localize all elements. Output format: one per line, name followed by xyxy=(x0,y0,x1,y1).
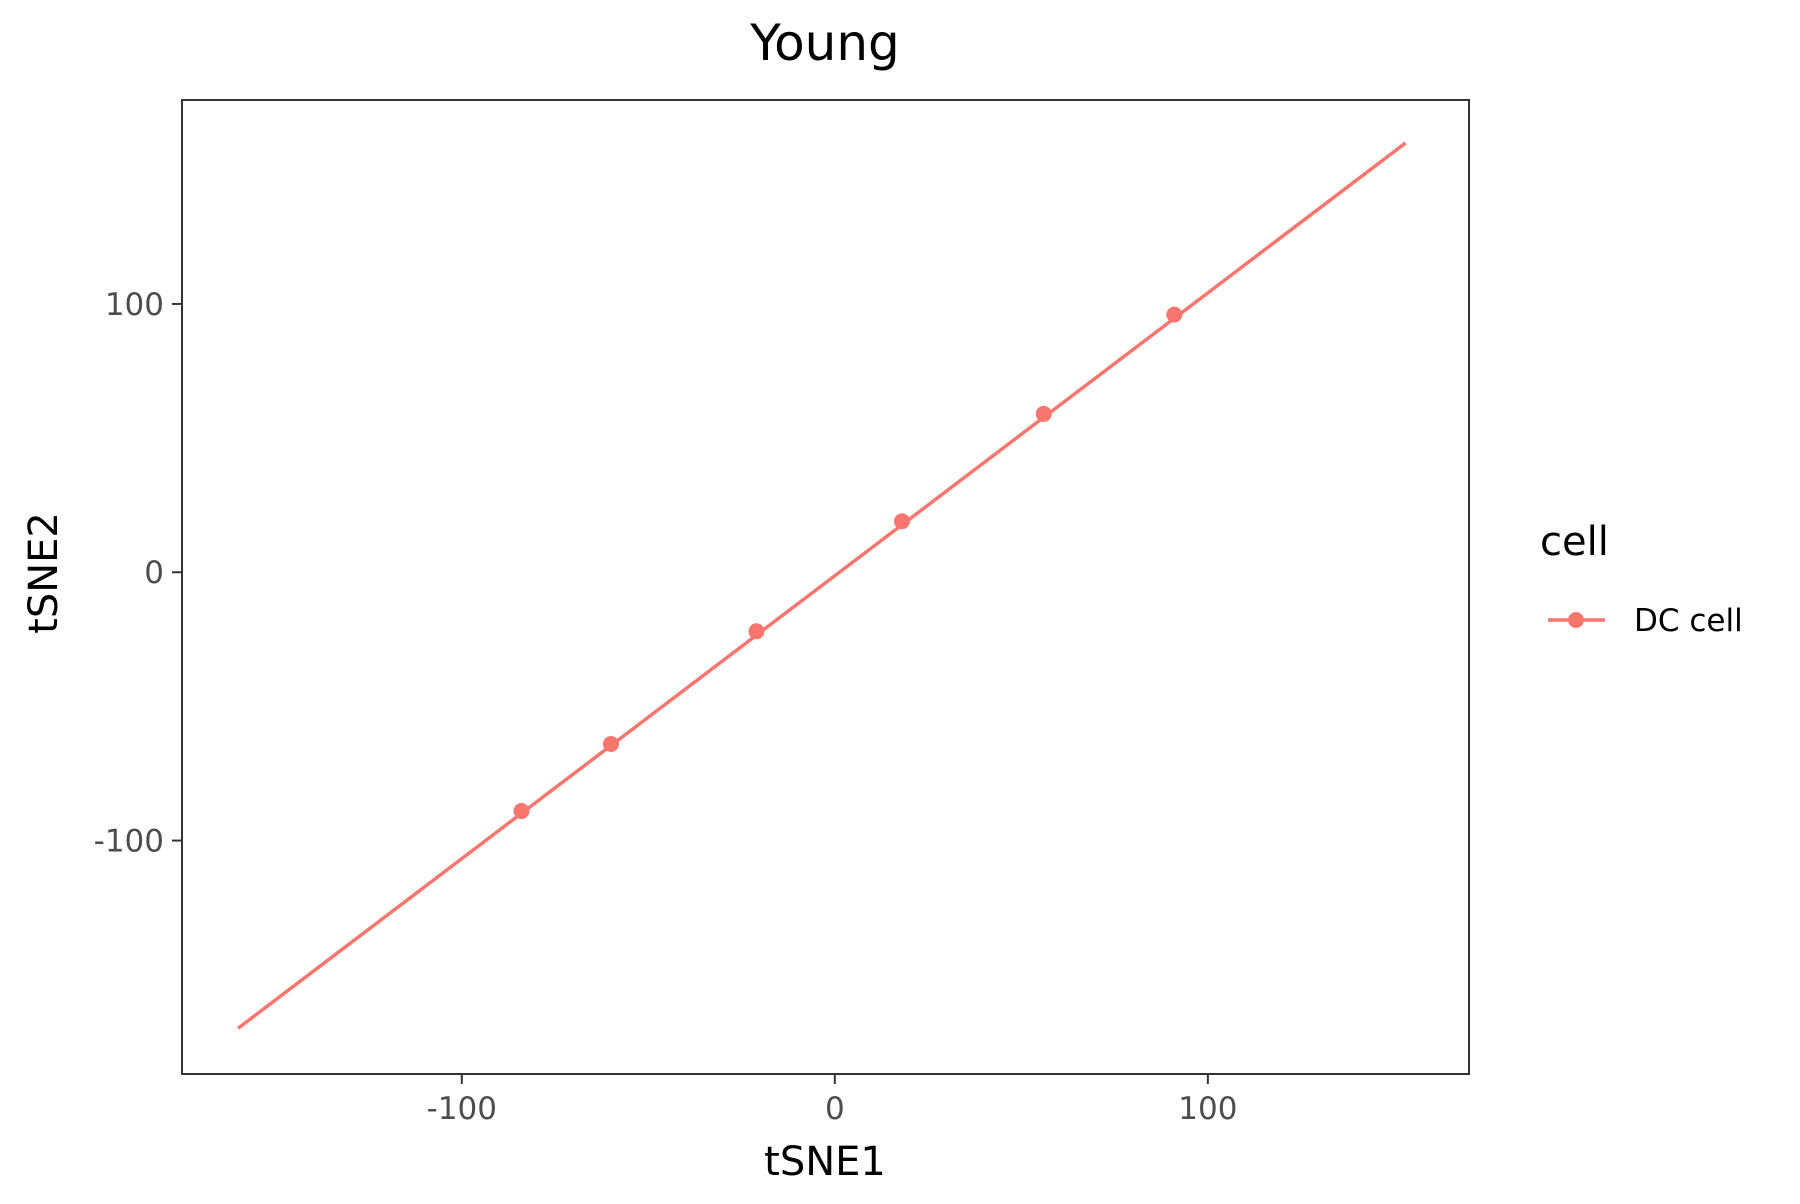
legend-title: cell xyxy=(1540,519,1609,565)
data-point xyxy=(603,735,619,752)
legend-key-point xyxy=(1568,612,1584,628)
data-point xyxy=(893,513,910,530)
legend-entry-label: DC cell xyxy=(1634,603,1743,639)
x-tick-label: 0 xyxy=(825,1091,845,1127)
y-tick-label: -100 xyxy=(94,824,164,860)
plot-panel xyxy=(181,99,1470,1075)
y-tick-label: 0 xyxy=(144,555,164,591)
data-point xyxy=(513,803,530,820)
data-point xyxy=(1166,306,1183,323)
chart-title: Young xyxy=(749,14,900,72)
x-tick-label: -100 xyxy=(427,1091,497,1127)
x-axis: -100 0 100 xyxy=(427,1074,1237,1127)
series-layer xyxy=(236,141,1407,1030)
legend: cell DC cell xyxy=(1540,519,1743,639)
y-axis-label: tSNE2 xyxy=(21,512,67,634)
x-tick-label: 100 xyxy=(1178,1091,1237,1127)
series-line xyxy=(236,141,1407,1030)
x-axis-label: tSNE1 xyxy=(764,1139,886,1185)
y-axis: -100 0 100 xyxy=(94,287,182,860)
data-point xyxy=(748,623,765,640)
y-tick-label: 100 xyxy=(105,287,164,323)
data-point xyxy=(1035,405,1052,422)
